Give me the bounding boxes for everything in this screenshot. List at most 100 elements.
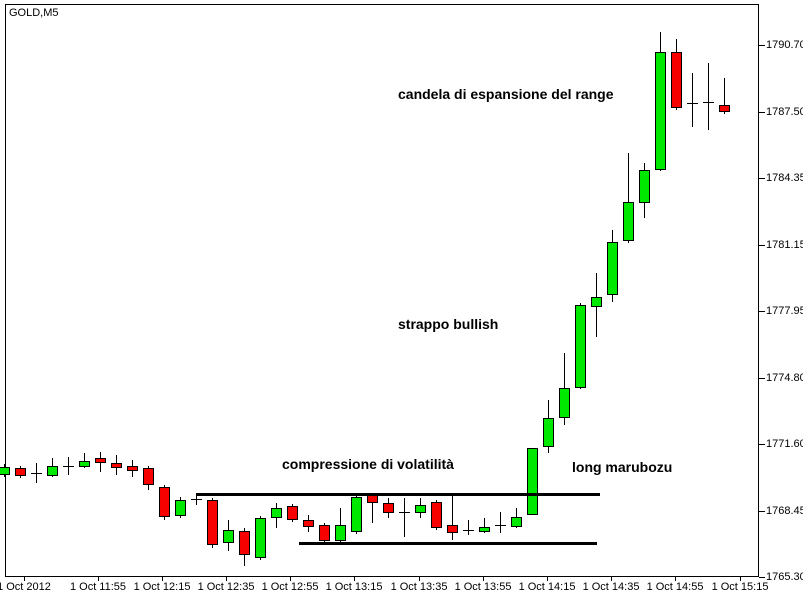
candle-doji xyxy=(63,466,74,467)
candle-wick xyxy=(452,495,453,540)
candle-bullish xyxy=(0,467,10,475)
candle-bullish xyxy=(527,448,538,515)
x-axis-tick xyxy=(740,577,741,581)
candle-bullish xyxy=(575,305,586,388)
candle-bullish xyxy=(79,461,90,467)
candle-bullish xyxy=(335,525,346,541)
x-axis-tick xyxy=(675,577,676,581)
y-axis-label: 1790.70 xyxy=(766,39,803,51)
x-axis-label: 1 Oct 11:55 xyxy=(69,581,127,593)
x-axis-label: 1 Oct 12:35 xyxy=(197,581,255,593)
candle-bearish xyxy=(207,500,218,545)
candle-doji xyxy=(687,103,698,104)
x-axis-label: 1 Oct 13:35 xyxy=(390,581,448,593)
y-axis-label: 1774.80 xyxy=(766,372,803,384)
symbol-period-label: GOLD,M5 xyxy=(9,7,59,19)
y-axis-tick xyxy=(759,178,765,179)
candle-doji xyxy=(463,530,474,531)
x-axis-tick xyxy=(419,577,420,581)
y-axis-tick xyxy=(759,577,765,578)
y-axis-label: 1777.95 xyxy=(766,305,803,317)
annotation-compressione[interactable]: compressione di volatilità xyxy=(282,456,454,472)
y-axis-tick xyxy=(759,112,765,113)
candle-bearish xyxy=(111,463,122,468)
candle-doji xyxy=(495,525,506,526)
x-axis-tick xyxy=(547,577,548,581)
x-axis-label: 1 Oct 13:15 xyxy=(325,581,383,593)
x-axis-label: 1 Oct 14:55 xyxy=(646,581,704,593)
x-axis-label: 1 Oct 12:55 xyxy=(261,581,319,593)
x-axis-tick xyxy=(226,577,227,581)
x-axis-label: 1 Oct 13:55 xyxy=(454,581,512,593)
candle-wick xyxy=(500,512,501,533)
candle-wick xyxy=(372,493,373,523)
candle-doji xyxy=(703,102,714,103)
y-axis-tick xyxy=(759,444,765,445)
annotation-espansione[interactable]: candela di espansione del range xyxy=(398,86,614,102)
candle-bullish xyxy=(543,418,554,447)
candle-bullish xyxy=(415,505,426,513)
candle-bearish xyxy=(127,466,138,471)
candle-doji xyxy=(399,512,410,513)
y-axis-tick xyxy=(759,45,765,46)
candle-bearish xyxy=(95,458,106,463)
x-axis-tick xyxy=(162,577,163,581)
x-axis-label: 1 Oct 12:15 xyxy=(133,581,191,593)
x-axis-tick xyxy=(290,577,291,581)
candle-wick xyxy=(708,63,709,130)
candle-bullish xyxy=(175,500,186,516)
annotation-marubozu[interactable]: long marubozu xyxy=(572,459,673,475)
candle-bullish xyxy=(623,202,634,241)
y-axis-label: 1771.60 xyxy=(766,438,803,450)
compression-lower-line[interactable] xyxy=(299,542,597,545)
y-axis-label: 1765.30 xyxy=(766,571,803,583)
candle-bullish xyxy=(639,170,650,203)
candle-wick xyxy=(484,518,485,533)
candle-doji xyxy=(31,473,42,474)
candle-bullish xyxy=(351,497,362,532)
y-axis-tick xyxy=(759,511,765,512)
candle-bearish xyxy=(447,525,458,533)
y-axis-label: 1768.45 xyxy=(766,505,803,517)
candle-bearish xyxy=(143,468,154,485)
candle-bullish xyxy=(271,508,282,518)
y-axis-tick xyxy=(759,311,765,312)
candle-doji xyxy=(191,499,202,500)
y-axis-label: 1787.50 xyxy=(766,106,803,118)
x-axis-tick xyxy=(483,577,484,581)
candle-bullish xyxy=(47,466,58,476)
candle-bearish xyxy=(719,105,730,112)
x-axis-tick xyxy=(354,577,355,581)
x-axis-label: 1 Oct 15:15 xyxy=(711,581,769,593)
y-axis-tick xyxy=(759,245,765,246)
x-axis-tick xyxy=(24,577,25,581)
candle-bullish xyxy=(479,527,490,532)
candle-bearish xyxy=(383,503,394,513)
x-axis-label: 1 Oct 14:35 xyxy=(582,581,640,593)
candle-bullish xyxy=(511,517,522,527)
candle-bearish xyxy=(431,502,442,528)
candle-wick xyxy=(84,453,85,468)
candle-bearish xyxy=(159,487,170,517)
candle-bullish xyxy=(255,518,266,558)
compression-upper-line[interactable] xyxy=(196,493,600,496)
candle-wick xyxy=(404,498,405,537)
candle-wick xyxy=(468,520,469,535)
y-axis-tick xyxy=(759,378,765,379)
x-axis-tick xyxy=(611,577,612,581)
candle-bearish xyxy=(15,468,26,476)
candle-wick xyxy=(692,73,693,127)
candle-bullish xyxy=(591,297,602,307)
candle-bearish xyxy=(671,52,682,108)
candle-bearish xyxy=(303,520,314,527)
annotation-strappo[interactable]: strappo bullish xyxy=(398,316,499,332)
candle-wick xyxy=(724,78,725,114)
candle-bullish xyxy=(223,530,234,543)
y-axis-label: 1781.15 xyxy=(766,239,803,251)
candle-bullish xyxy=(607,242,618,295)
y-axis-label: 1784.35 xyxy=(766,172,803,184)
candle-bearish xyxy=(367,495,378,503)
x-axis-tick xyxy=(98,577,99,581)
candle-bullish xyxy=(559,388,570,418)
